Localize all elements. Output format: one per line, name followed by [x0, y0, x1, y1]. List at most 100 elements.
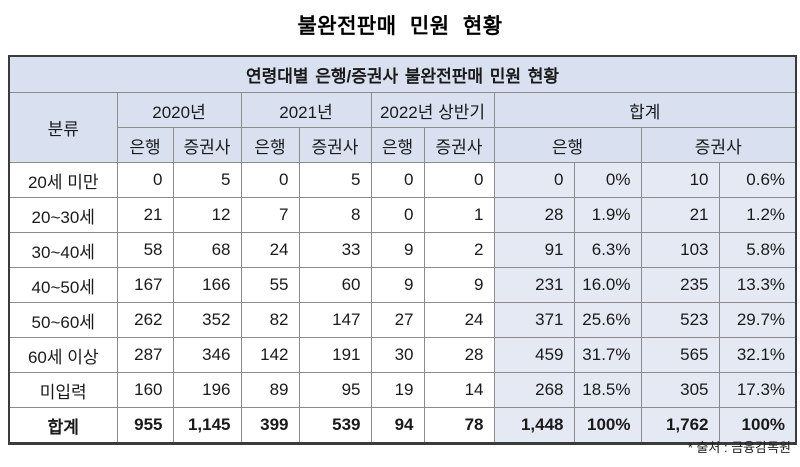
- table-cell: 24: [423, 302, 495, 338]
- table-cell: 16.0%: [573, 267, 642, 303]
- table-cell: 28: [493, 197, 575, 233]
- table-cell: 5: [298, 162, 372, 198]
- row-label: 30~40세: [8, 232, 118, 268]
- table-row: 20세 미만 0 5 0 5 0 0 0 0% 10 0.6%: [8, 162, 797, 198]
- column-header-2021-bank: 은행: [240, 127, 300, 163]
- table-cell: 29.7%: [718, 302, 797, 338]
- group-header-row: 분류 2020년 2021년 2022년 상반기 합계: [8, 92, 797, 163]
- column-header-2021-securities: 증권사: [298, 127, 372, 163]
- table-cell: 58: [116, 232, 174, 268]
- table-cell: 1,145: [172, 407, 242, 444]
- table-cell: 955: [116, 407, 174, 444]
- table-cell: 7: [240, 197, 300, 233]
- table-cell: 0: [493, 162, 575, 198]
- table-cell: 147: [298, 302, 372, 338]
- table-cell: 268: [493, 372, 575, 408]
- table-cell: 352: [172, 302, 242, 338]
- table-cell: 1,448: [493, 407, 575, 444]
- column-header-total-securities: 증권사: [640, 127, 797, 163]
- table-cell: 235: [640, 267, 720, 303]
- table-cell: 0: [240, 162, 300, 198]
- table-cell: 9: [370, 267, 425, 303]
- caption-row: 연령대별 은행/증권사 불완전판매 민원 현황: [8, 55, 797, 93]
- column-header-2022h1-bank: 은행: [370, 127, 425, 163]
- table-body: 20세 미만 0 5 0 5 0 0 0 0% 10 0.6% 20~30세 21 12 7 8 0 1 28 1.9…: [8, 162, 797, 444]
- table-cell: 142: [240, 337, 300, 373]
- table-cell: 1.2%: [718, 197, 797, 233]
- table-cell: 25.6%: [573, 302, 642, 338]
- row-label: 50~60세: [8, 302, 118, 338]
- table-cell: 196: [172, 372, 242, 408]
- table-cell: 166: [172, 267, 242, 303]
- column-header-2020-bank: 은행: [116, 127, 174, 163]
- table-row: 20~30세 21 12 7 8 0 1 28 1.9% 21 1.2%: [8, 197, 797, 233]
- table-cell: 30: [370, 337, 425, 373]
- table-cell: 33: [298, 232, 372, 268]
- table-cell: 28: [423, 337, 495, 373]
- sub-header-row: 은행 증권사 은행 증권사 은행 증권사 은행 증권사: [9, 127, 797, 163]
- table-cell: 19: [370, 372, 425, 408]
- table-cell: 523: [640, 302, 720, 338]
- table-cell: 5: [172, 162, 242, 198]
- table-cell: 305: [640, 372, 720, 408]
- table-cell: 13.3%: [718, 267, 797, 303]
- table-cell: 0.6%: [718, 162, 797, 198]
- table-cell: 0: [423, 162, 495, 198]
- column-header-category: 분류: [8, 92, 118, 163]
- table-cell: 89: [240, 372, 300, 408]
- row-label: 미입력: [8, 372, 118, 408]
- column-group-2022h1: 2022년 상반기: [370, 92, 495, 128]
- table-cell: 6.3%: [573, 232, 642, 268]
- table-cell: 5.8%: [718, 232, 797, 268]
- table-cell: 399: [240, 407, 300, 444]
- table-cell: 262: [116, 302, 174, 338]
- table-cell: 10: [640, 162, 720, 198]
- table-cell: 94: [370, 407, 425, 444]
- table-row: 미입력 160 196 89 95 19 14 268 18.5% 305 17.3%: [8, 372, 797, 408]
- table-cell: 0: [370, 197, 425, 233]
- table-cell: 32.1%: [718, 337, 797, 373]
- table-cell: 0: [370, 162, 425, 198]
- table-cell: 31.7%: [573, 337, 642, 373]
- table-cell: 1: [423, 197, 495, 233]
- table-cell: 160: [116, 372, 174, 408]
- table-cell: 1,762: [640, 407, 720, 444]
- table-cell: 287: [116, 337, 174, 373]
- table-cell: 9: [423, 267, 495, 303]
- row-label: 60세 이상: [8, 337, 118, 373]
- table-cell: 191: [298, 337, 372, 373]
- column-header-2020-securities: 증권사: [172, 127, 242, 163]
- source-note: * 출처 : 금융감독원: [687, 440, 791, 455]
- table-cell: 91: [493, 232, 575, 268]
- table-cell: 9: [370, 232, 425, 268]
- total-row: 합계 955 1,145 399 539 94 78 1,448 100% 1,762 100%: [8, 407, 797, 444]
- table-cell: 100%: [573, 407, 642, 444]
- column-group-2020: 2020년: [116, 92, 242, 128]
- table-cell: 0: [116, 162, 174, 198]
- table-cell: 2: [423, 232, 495, 268]
- table-cell: 565: [640, 337, 720, 373]
- table-cell: 8: [298, 197, 372, 233]
- table-cell: 27: [370, 302, 425, 338]
- table-cell: 95: [298, 372, 372, 408]
- table-caption: 연령대별 은행/증권사 불완전판매 민원 현황: [8, 55, 797, 93]
- table-cell: 14: [423, 372, 495, 408]
- row-label: 40~50세: [8, 267, 118, 303]
- page-title: 불완전판매 민원 현황: [297, 15, 503, 38]
- column-header-total-bank: 은행: [493, 127, 642, 163]
- column-group-total: 합계: [493, 92, 797, 128]
- table-cell: 21: [116, 197, 174, 233]
- table-cell: 17.3%: [718, 372, 797, 408]
- table-cell: 60: [298, 267, 372, 303]
- table-cell: 1.9%: [573, 197, 642, 233]
- table-cell: 82: [240, 302, 300, 338]
- table-cell: 231: [493, 267, 575, 303]
- table-cell: 103: [640, 232, 720, 268]
- table-row: 50~60세 262 352 82 147 27 24 371 25.6% 523 29.7%: [8, 302, 797, 338]
- column-group-2021: 2021년: [240, 92, 372, 128]
- column-header-2022h1-securities: 증권사: [423, 127, 495, 163]
- table-cell: 12: [172, 197, 242, 233]
- row-label: 20~30세: [8, 197, 118, 233]
- complaints-table: 연령대별 은행/증권사 불완전판매 민원 현황 분류 2020년 2021년 2…: [8, 55, 798, 445]
- table-row: 40~50세 167 166 55 60 9 9 231 16.0% 235 13.3%: [8, 267, 797, 303]
